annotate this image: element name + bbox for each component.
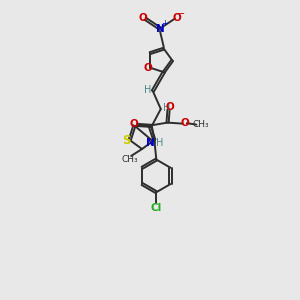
- Text: +: +: [161, 19, 168, 28]
- Text: O: O: [138, 13, 147, 22]
- Text: O: O: [130, 119, 139, 129]
- Text: H: H: [144, 85, 151, 95]
- Text: H: H: [155, 138, 163, 148]
- Text: Cl: Cl: [151, 202, 162, 212]
- Text: CH₃: CH₃: [193, 120, 209, 129]
- Text: O: O: [173, 13, 182, 22]
- Text: CH₃: CH₃: [122, 155, 138, 164]
- Text: O: O: [165, 102, 174, 112]
- Text: N: N: [156, 24, 164, 34]
- Text: S: S: [122, 134, 131, 147]
- Text: O: O: [143, 63, 152, 73]
- Text: N: N: [146, 138, 155, 148]
- Text: −: −: [177, 9, 185, 19]
- Text: O: O: [181, 118, 190, 128]
- Text: H: H: [163, 103, 170, 113]
